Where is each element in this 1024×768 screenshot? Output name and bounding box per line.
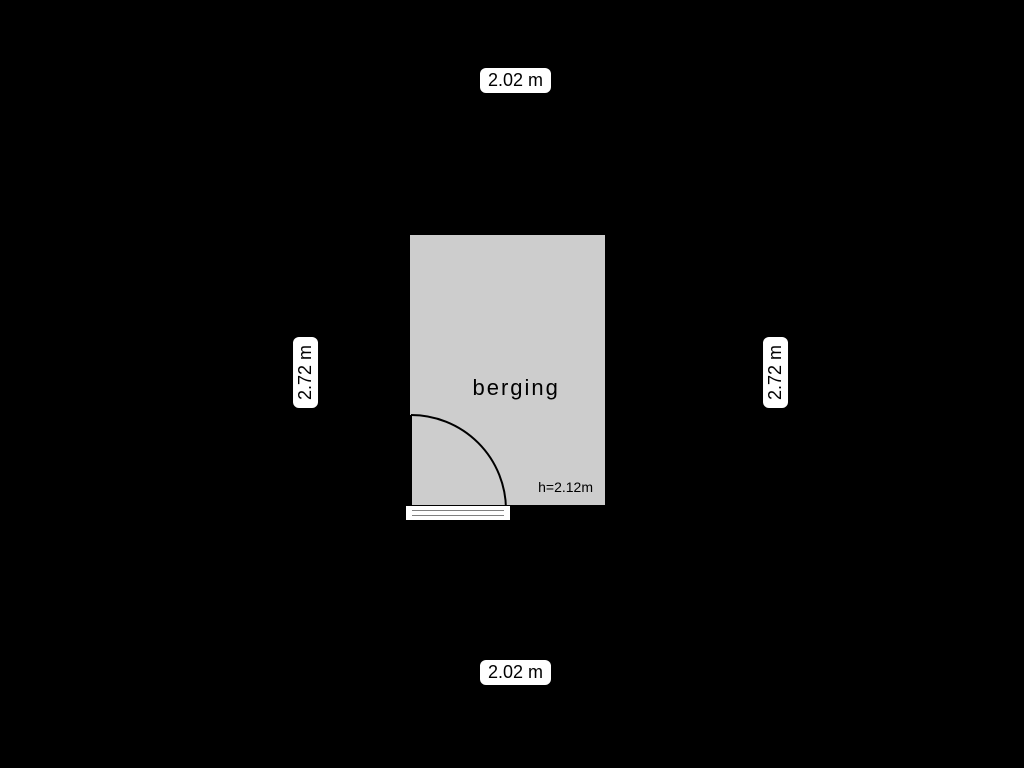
floorplan-canvas: berging h=2.12m 2.02 m 2.02 m 2.72 m 2.7… — [0, 0, 1024, 768]
room-height-label: h=2.12m — [538, 479, 593, 495]
dimension-top: 2.02 m — [480, 68, 551, 93]
dimension-left: 2.72 m — [293, 337, 318, 408]
dimension-right: 2.72 m — [763, 337, 788, 408]
door-swing-arc — [410, 414, 509, 513]
door-sill — [406, 506, 510, 520]
dimension-bottom: 2.02 m — [480, 660, 551, 685]
room-label: berging — [473, 375, 560, 401]
